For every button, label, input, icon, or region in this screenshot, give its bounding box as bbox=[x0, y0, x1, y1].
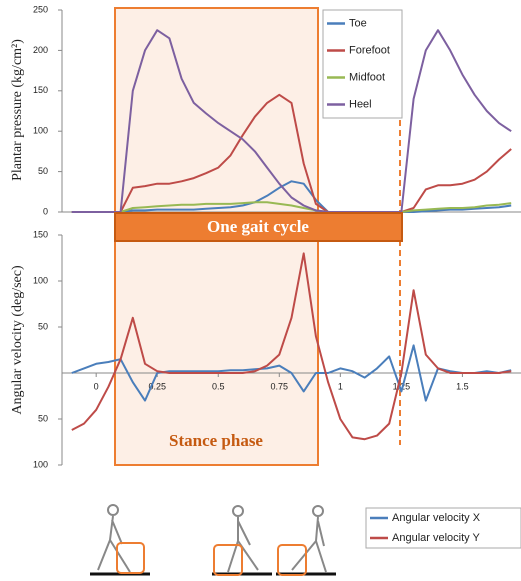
figure-head bbox=[232, 505, 244, 517]
gait-cycle-label: One gait cycle bbox=[207, 217, 309, 236]
stance-label: Stance phase bbox=[169, 431, 263, 450]
series-line bbox=[71, 93, 512, 213]
x-tick-label: 0.5 bbox=[212, 381, 225, 391]
legend-label: Toe bbox=[349, 17, 367, 29]
x-tick-label: 0 bbox=[94, 381, 99, 391]
legend-label: Midfoot bbox=[349, 71, 385, 83]
x-tick-label: 0.75 bbox=[271, 381, 289, 391]
legend-label: Forefoot bbox=[349, 44, 390, 56]
y-tick-label: 150 bbox=[33, 85, 48, 95]
figure-body bbox=[291, 516, 327, 573]
legend: Toe Forefoot Midfoot Heel bbox=[322, 9, 403, 119]
legend-box bbox=[365, 507, 521, 549]
foot-marker bbox=[277, 544, 307, 576]
y-tick-label: 100 bbox=[33, 275, 48, 285]
y-tick-label: 100 bbox=[33, 459, 48, 469]
y-axis-title: Angular velocity (deg/sec) bbox=[10, 265, 25, 415]
figure-head bbox=[312, 505, 324, 517]
series-line bbox=[71, 180, 512, 213]
legend-label: Angular velocity X bbox=[392, 512, 481, 524]
legend-box bbox=[322, 9, 403, 119]
legend: Angular velocity X Angular velocity Y bbox=[365, 507, 521, 549]
legend-label: Angular velocity Y bbox=[392, 532, 481, 544]
foot-marker bbox=[213, 544, 243, 576]
x-tick-label: 1 bbox=[338, 381, 343, 391]
series-line bbox=[71, 29, 512, 213]
walking-figures bbox=[90, 504, 336, 576]
gait-cycle-bar bbox=[114, 212, 403, 242]
figure-head bbox=[107, 504, 119, 516]
x-tick-label: 1.25 bbox=[393, 381, 411, 391]
series-line bbox=[71, 252, 512, 441]
y-tick-label: 50 bbox=[38, 166, 48, 176]
y-tick-label: 50 bbox=[38, 321, 48, 331]
front-layer: One gait cycle Stance phase Plantar pres… bbox=[10, 9, 521, 549]
plot-layer: 0 50 100 150 200 250 150 100 50 50 100 0 0.25 0.5 0.75… bbox=[33, 4, 521, 469]
figure-body bbox=[97, 515, 131, 573]
y-tick-label: 200 bbox=[33, 45, 48, 55]
foot-marker bbox=[116, 542, 145, 574]
x-tick-label: 1.5 bbox=[456, 381, 469, 391]
legend-label: Heel bbox=[349, 98, 372, 110]
series-line bbox=[71, 201, 512, 213]
x-tick-label: 0.25 bbox=[148, 381, 166, 391]
y-tick-label: 100 bbox=[33, 126, 48, 136]
y-tick-label: 250 bbox=[33, 4, 48, 14]
y-axis-title: Plantar pressure (kg/cm²) bbox=[10, 39, 25, 181]
y-tick-label: 50 bbox=[38, 413, 48, 423]
y-tick-label: 0 bbox=[43, 206, 48, 216]
y-tick-label: 150 bbox=[33, 229, 48, 239]
